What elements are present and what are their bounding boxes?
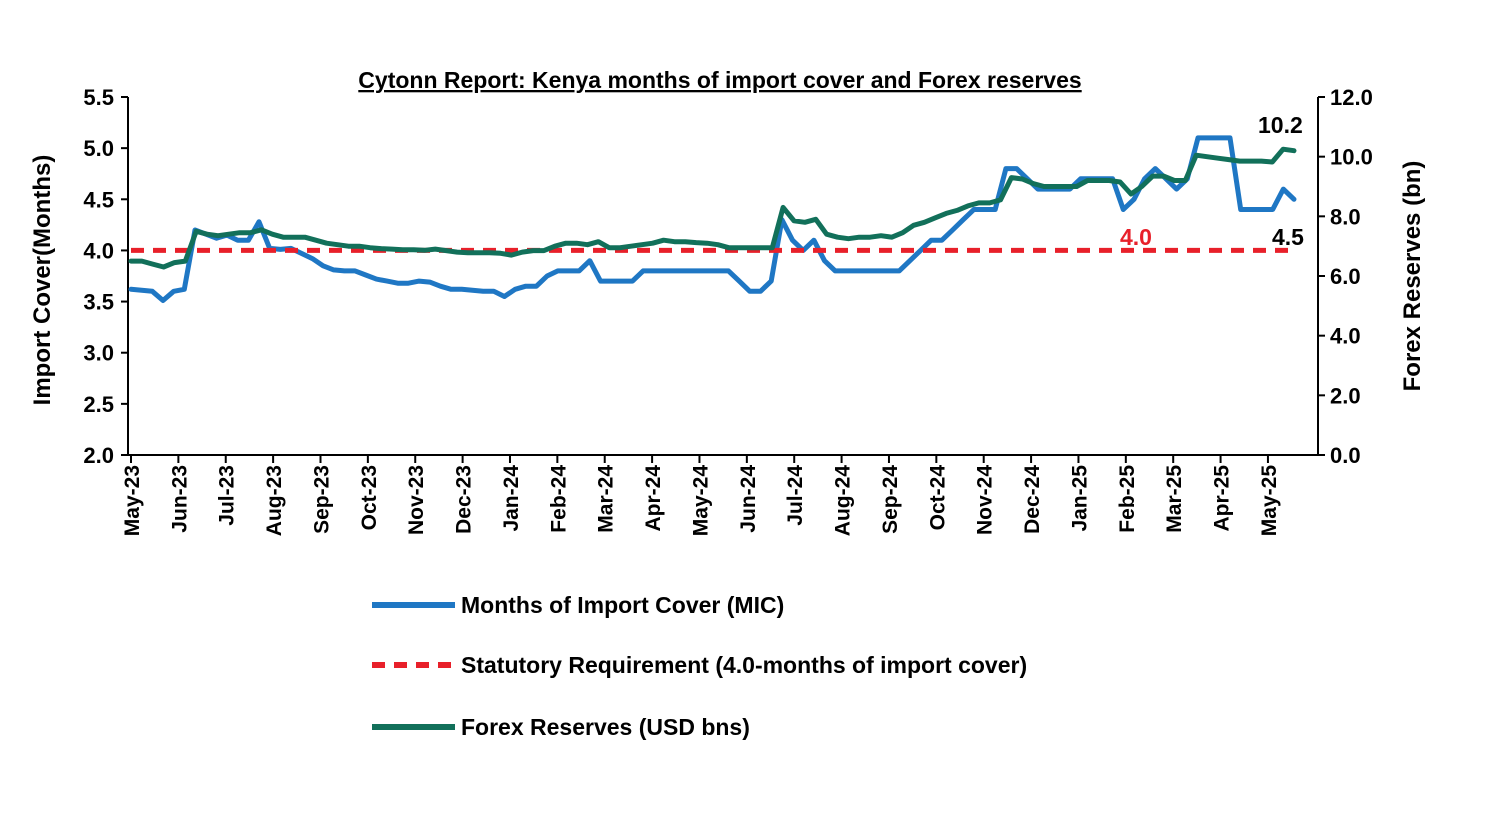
- forex-last-value-label: 10.2: [1258, 112, 1303, 138]
- left-tick-label: 2.0: [83, 443, 114, 468]
- x-tick-label: Apr-24: [642, 465, 665, 532]
- legend: Months of Import Cover (MIC) Statutory Re…: [372, 592, 1027, 740]
- legend-label: Statutory Requirement (4.0-months of imp…: [461, 652, 1027, 678]
- right-tick-label: 2.0: [1330, 383, 1361, 408]
- x-tick-label: Sep-23: [310, 465, 333, 534]
- series-line-forex: [128, 146, 1297, 270]
- x-tick-label: Dec-23: [453, 465, 476, 534]
- x-tick-label: Nov-24: [974, 465, 997, 535]
- x-tick-label: Jan-25: [1068, 465, 1091, 532]
- left-axis-title: Import Cover(Months): [29, 155, 56, 406]
- x-tick-label: Jun-23: [168, 465, 191, 533]
- x-tick-label: May-25: [1258, 465, 1281, 537]
- x-tick-label: Jun-24: [737, 465, 760, 533]
- left-tick-label: 4.0: [83, 238, 114, 263]
- x-axis-ticks: May-23 Jun-23 Jul-23 Aug-23 Sep-23 Oct-23 Nov-…: [121, 455, 1281, 536]
- x-tick-label: May-23: [121, 465, 144, 536]
- legend-label: Forex Reserves (USD bns): [461, 714, 750, 740]
- x-tick-label: Aug-23: [263, 465, 286, 536]
- x-tick-label: Nov-23: [405, 465, 428, 535]
- left-tick-label: 3.5: [83, 290, 114, 315]
- x-tick-label: Mar-25: [1163, 465, 1186, 533]
- right-axis-ticks: 0.0 2.0 4.0 6.0 8.0 10.0 12.0: [1318, 85, 1373, 468]
- x-tick-label: Jan-24: [500, 465, 523, 532]
- left-tick-label: 5.5: [83, 85, 114, 110]
- x-tick-label: May-24: [689, 465, 712, 537]
- right-tick-label: 12.0: [1330, 85, 1373, 110]
- right-tick-label: 4.0: [1330, 324, 1361, 349]
- x-tick-label: Oct-24: [926, 465, 949, 531]
- left-tick-label: 4.5: [83, 187, 114, 212]
- x-tick-label: Feb-24: [547, 465, 570, 533]
- series-line-mic: [128, 135, 1297, 303]
- x-tick-label: Jul-24: [784, 465, 807, 526]
- left-tick-label: 2.5: [83, 392, 114, 417]
- right-tick-label: 8.0: [1330, 204, 1361, 229]
- x-tick-label: Dec-24: [1021, 465, 1044, 534]
- right-axis-title: Forex Reserves (bn): [1399, 161, 1426, 392]
- x-tick-label: Feb-25: [1116, 465, 1139, 533]
- mic-last-value-label: 4.5: [1272, 224, 1304, 250]
- statutory-value-label: 4.0: [1120, 224, 1152, 250]
- x-tick-label: Apr-25: [1211, 465, 1234, 532]
- x-tick-label: Oct-23: [358, 465, 381, 530]
- left-tick-label: 3.0: [83, 341, 114, 366]
- series-layer: [128, 135, 1297, 303]
- right-tick-label: 10.0: [1330, 145, 1373, 170]
- x-tick-label: Aug-24: [832, 465, 855, 536]
- x-tick-label: Mar-24: [595, 465, 618, 533]
- legend-label: Months of Import Cover (MIC): [461, 592, 784, 618]
- left-tick-label: 5.0: [83, 136, 114, 161]
- x-tick-label: Jul-23: [216, 465, 239, 526]
- left-axis-ticks: 2.0 2.5 3.0 3.5 4.0 4.5 5.0 5.5: [83, 85, 128, 468]
- x-tick-label: Sep-24: [879, 465, 902, 534]
- right-tick-label: 0.0: [1330, 443, 1361, 468]
- right-tick-label: 6.0: [1330, 264, 1361, 289]
- chart-title: Cytonn Report: Kenya months of import co…: [358, 67, 1081, 93]
